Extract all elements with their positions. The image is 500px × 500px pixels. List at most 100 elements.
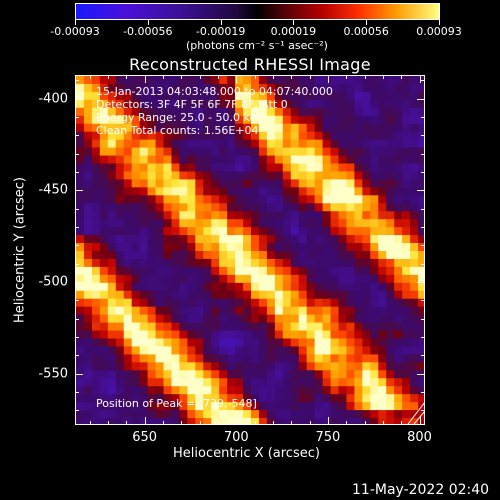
y-minor-tick (421, 209, 425, 210)
heatmap-cell (163, 179, 173, 188)
heatmap-cell (227, 258, 236, 268)
heatmap-cell (235, 402, 244, 411)
heatmap-cell (139, 99, 149, 109)
heatmap-cell (314, 258, 324, 268)
heatmap-cell (402, 195, 411, 204)
heatmap-cell (163, 131, 173, 141)
heatmap-cell (306, 410, 316, 419)
heatmap-cell (211, 131, 220, 141)
heatmap-cell (139, 282, 149, 292)
heatmap-cell (235, 76, 244, 85)
heatmap-cell (83, 394, 93, 403)
heatmap-cell (314, 290, 324, 300)
heatmap-cell (322, 171, 332, 180)
heatmap-cell (314, 418, 324, 424)
heatmap-cell (83, 362, 93, 371)
heatmap-cell (227, 394, 236, 403)
heatmap-cell (251, 163, 260, 173)
heatmap-cell (99, 418, 109, 424)
heatmap-cell (290, 290, 300, 300)
heatmap-cell (195, 418, 204, 424)
heatmap-cell (243, 306, 252, 316)
heatmap-cell (91, 203, 101, 212)
heatmap-cell (227, 219, 236, 228)
heatmap-cell (131, 258, 141, 268)
heatmap-cell (274, 338, 284, 348)
heatmap-cell (83, 386, 93, 395)
heatmap-cell (203, 346, 212, 355)
annotation-clean-counts: Clean Total counts: 1.56E+04 (96, 124, 259, 137)
heatmap-cell (251, 394, 260, 403)
heatmap-cell (76, 115, 85, 125)
heatmap-cell (115, 306, 125, 316)
heatmap-cell (203, 378, 212, 387)
x-major-tick (328, 75, 329, 83)
heatmap-cell (330, 298, 340, 308)
heatmap-cell (258, 203, 268, 212)
heatmap-cell (266, 243, 276, 252)
heatmap-cell (314, 123, 324, 133)
heatmap-cell (179, 402, 188, 411)
heatmap-cell (155, 330, 165, 340)
heatmap-cell (298, 171, 308, 180)
heatmap-cell (410, 251, 419, 260)
heatmap-cell (354, 346, 363, 355)
heatmap-cell (306, 83, 316, 93)
y-minor-tick (75, 300, 79, 301)
heatmap-cell (179, 314, 188, 324)
heatmap-cell (91, 386, 101, 395)
heatmap-cell (219, 91, 228, 101)
heatmap-cell (402, 330, 411, 340)
heatmap-cell (139, 306, 149, 316)
heatmap-cell (91, 147, 101, 157)
heatmap-cell (362, 243, 371, 252)
heatmap-cell (163, 274, 173, 284)
heatmap-cell (91, 298, 101, 308)
heatmap-cell (330, 418, 340, 424)
heatmap-cell (139, 131, 149, 141)
heatmap-cell (163, 258, 173, 268)
heatmap-cell (139, 258, 149, 268)
heatmap-cell (187, 330, 196, 340)
heatmap-cell (298, 290, 308, 300)
heatmap-cell (203, 258, 212, 268)
heatmap-cell (258, 346, 268, 355)
heatmap-cell (282, 179, 292, 188)
heatmap-cell (266, 99, 276, 109)
x-tick-label: 800 (407, 430, 432, 445)
heatmap-cell (362, 107, 371, 117)
heatmap-cell (298, 266, 308, 276)
heatmap-cell (418, 386, 424, 395)
annotation-detectors: Detectors: 3F 4F 5F 6F 7F 8F, Att 0 (96, 98, 288, 111)
heatmap-cell (410, 346, 419, 355)
heatmap-cell (227, 211, 236, 220)
heatmap-cell (418, 155, 424, 165)
heatmap-cell (163, 123, 173, 133)
heatmap-cell (370, 99, 379, 109)
heatmap-cell (370, 76, 379, 85)
heatmap-cell (227, 282, 236, 292)
heatmap-cell (171, 171, 180, 180)
x-minor-tick (401, 421, 402, 425)
heatmap-cell (362, 394, 371, 403)
heatmap-cell (123, 338, 133, 348)
heatmap-cell (243, 251, 252, 260)
heatmap-cell (274, 203, 284, 212)
heatmap-cell (99, 378, 109, 387)
heatmap-cell (314, 251, 324, 260)
heatmap-cell (338, 115, 348, 125)
heatmap-cell (211, 298, 220, 308)
heatmap-cell (187, 282, 196, 292)
heatmap-cell (322, 330, 332, 340)
heatmap-cell (330, 219, 340, 228)
heatmap-cell (346, 330, 355, 340)
heatmap-cell (76, 219, 85, 228)
heatmap-cell (211, 83, 220, 93)
heatmap-cell (306, 195, 316, 204)
heatmap-cell (123, 362, 133, 371)
heatmap-cell (91, 258, 101, 268)
heatmap-cell (298, 139, 308, 149)
heatmap-cell (83, 235, 93, 244)
heatmap-cell (147, 243, 157, 252)
heatmap-cell (243, 123, 252, 133)
